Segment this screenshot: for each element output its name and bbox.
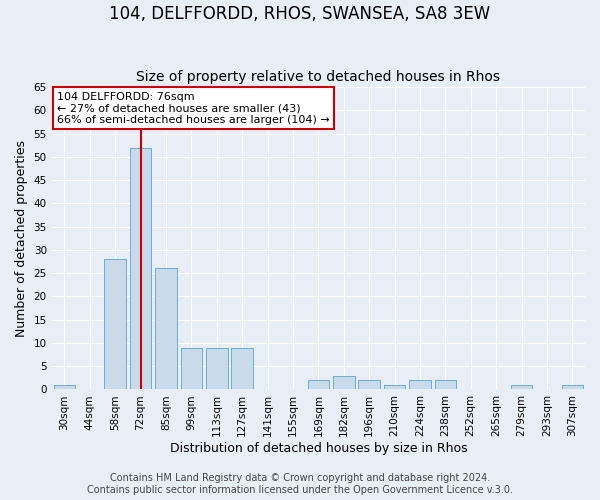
Bar: [155, 268, 177, 390]
Bar: [511, 385, 532, 390]
Text: Contains HM Land Registry data © Crown copyright and database right 2024.
Contai: Contains HM Land Registry data © Crown c…: [87, 474, 513, 495]
Bar: [358, 380, 380, 390]
Bar: [206, 348, 227, 390]
X-axis label: Distribution of detached houses by size in Rhos: Distribution of detached houses by size …: [170, 442, 467, 455]
Bar: [53, 385, 75, 390]
Bar: [308, 380, 329, 390]
Bar: [562, 385, 583, 390]
Text: 104 DELFFORDD: 76sqm
← 27% of detached houses are smaller (43)
66% of semi-detac: 104 DELFFORDD: 76sqm ← 27% of detached h…: [57, 92, 330, 125]
Bar: [232, 348, 253, 390]
Bar: [434, 380, 456, 390]
Text: 104, DELFFORDD, RHOS, SWANSEA, SA8 3EW: 104, DELFFORDD, RHOS, SWANSEA, SA8 3EW: [109, 5, 491, 23]
Bar: [181, 348, 202, 390]
Bar: [104, 259, 126, 390]
Y-axis label: Number of detached properties: Number of detached properties: [15, 140, 28, 337]
Bar: [409, 380, 431, 390]
Bar: [130, 148, 151, 390]
Bar: [333, 376, 355, 390]
Title: Size of property relative to detached houses in Rhos: Size of property relative to detached ho…: [136, 70, 500, 85]
Bar: [384, 385, 406, 390]
